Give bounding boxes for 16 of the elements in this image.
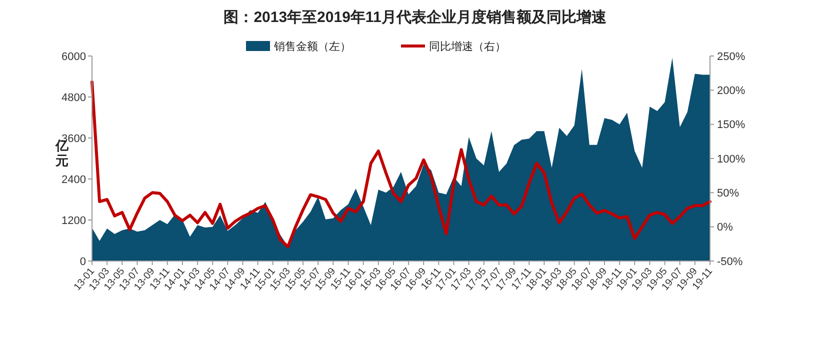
- y-tick-label: 2400: [62, 174, 86, 186]
- y2-tick-label: -50%: [717, 256, 743, 268]
- y2-tick-label: 150%: [717, 119, 746, 132]
- y-tick-label: 6000: [62, 50, 86, 63]
- y2-tick-label: 100%: [717, 153, 746, 166]
- legend-label: 同比增速（右）: [429, 40, 506, 53]
- chart-title: 图：2013年至2019年11月代表企业月度销售额及同比增速: [224, 8, 608, 26]
- y-tick-label: 0: [80, 256, 86, 268]
- y2-tick-label: 50%: [717, 188, 740, 200]
- y-tick-label: 4800: [62, 92, 86, 104]
- line-series: [90, 80, 712, 248]
- y2-tick-label: 0%: [717, 222, 734, 234]
- legend-label: 销售金额（左）: [273, 40, 351, 53]
- y2-tick-label: 200%: [717, 85, 746, 98]
- y2-tick-label: 250%: [717, 50, 746, 63]
- y-tick-label: 1200: [62, 214, 86, 227]
